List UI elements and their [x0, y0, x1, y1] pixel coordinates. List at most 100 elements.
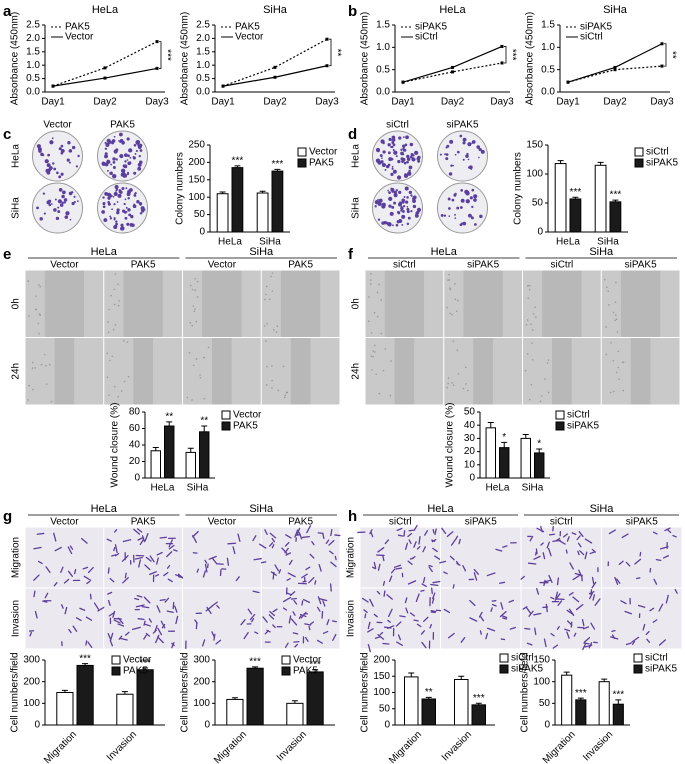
error-bar [312, 669, 319, 672]
colony [48, 166, 53, 170]
series-line [222, 38, 328, 87]
colony [37, 147, 42, 152]
cell [652, 619, 658, 623]
cell [330, 529, 333, 537]
cell [548, 533, 556, 536]
row-label: 24h [351, 363, 362, 380]
colony [67, 141, 71, 145]
significance-bracket [504, 46, 507, 64]
legend-label: siCtrl [415, 32, 438, 43]
column-label: siPAK5 [467, 260, 499, 271]
colony [465, 199, 470, 204]
cell [443, 608, 451, 614]
y-tick-label: 2.5 [196, 20, 210, 31]
cell-texture [607, 290, 610, 293]
cell [167, 578, 173, 583]
cell [82, 566, 89, 570]
legend-label: PAK5 [65, 22, 90, 33]
cell [138, 559, 141, 568]
colony [129, 156, 132, 159]
colony [126, 222, 130, 226]
colony [398, 190, 402, 195]
colony [117, 193, 122, 198]
colony [461, 222, 464, 225]
cell-texture [38, 332, 40, 335]
colony [58, 175, 62, 179]
colony [476, 145, 481, 149]
cell-texture [126, 341, 129, 343]
legend-label: PAK5 [233, 421, 258, 432]
cell [432, 528, 435, 534]
cell [73, 568, 77, 575]
error-bar [577, 697, 584, 700]
error-bar [572, 196, 579, 199]
group-header: SiHa [249, 246, 274, 258]
cell [594, 598, 601, 606]
cell [501, 615, 508, 619]
colony [480, 149, 485, 154]
cell [157, 627, 163, 636]
y-axis-label: Colony numbers [513, 152, 524, 225]
colony [115, 190, 117, 192]
cell [106, 538, 112, 542]
cell-texture [534, 316, 537, 318]
colony [448, 207, 451, 210]
cell-texture [525, 324, 528, 326]
significance-label: *** [612, 690, 624, 701]
y-tick-label: 1.0 [376, 42, 390, 53]
error-bar [152, 446, 159, 451]
x-tick-label: HeLa [218, 237, 242, 248]
cell [286, 578, 291, 581]
cell [413, 619, 419, 622]
cell [369, 598, 374, 607]
cell [631, 636, 640, 643]
colony [402, 136, 405, 138]
column-label: Vector [208, 260, 237, 271]
y-tick-label: 200 [193, 676, 210, 687]
significance-label: * [502, 432, 506, 443]
colony [400, 151, 404, 156]
cell-texture [376, 291, 379, 294]
series-line [402, 45, 503, 83]
cell [86, 580, 91, 585]
cell-texture [28, 315, 30, 317]
colony [124, 198, 127, 201]
cell [36, 532, 45, 535]
transwell-image [261, 588, 340, 649]
wound-gap [290, 338, 311, 405]
y-tick-label: 200 [373, 655, 390, 666]
colony [454, 217, 457, 219]
y-tick-label: 2.5 [26, 20, 40, 31]
cell [637, 604, 646, 608]
cell [298, 532, 303, 540]
error-bar [425, 696, 432, 699]
cell-texture [370, 332, 373, 334]
cell [557, 600, 563, 607]
cell-texture [106, 352, 108, 355]
colony [406, 222, 410, 226]
point-marker [613, 65, 617, 69]
colony [387, 143, 391, 147]
cell [546, 541, 550, 549]
colony [411, 195, 413, 197]
cell [409, 612, 416, 617]
colony [400, 209, 403, 212]
colony [71, 191, 74, 194]
cell-texture [530, 383, 533, 386]
y-tick-label: 1.0 [196, 60, 210, 71]
cell [318, 563, 322, 572]
cell [192, 530, 199, 538]
transwell-image [521, 588, 601, 649]
y-tick-label: 1.5 [376, 20, 390, 31]
colony [116, 201, 119, 203]
cell [160, 620, 166, 629]
cell-texture [612, 311, 615, 314]
cell [318, 597, 328, 602]
y-tick-label: 20 [464, 446, 476, 457]
cell [328, 539, 335, 546]
cell [269, 611, 276, 617]
colony [116, 210, 120, 215]
colony [61, 194, 65, 199]
cell-texture [612, 390, 615, 393]
colony [115, 222, 118, 226]
